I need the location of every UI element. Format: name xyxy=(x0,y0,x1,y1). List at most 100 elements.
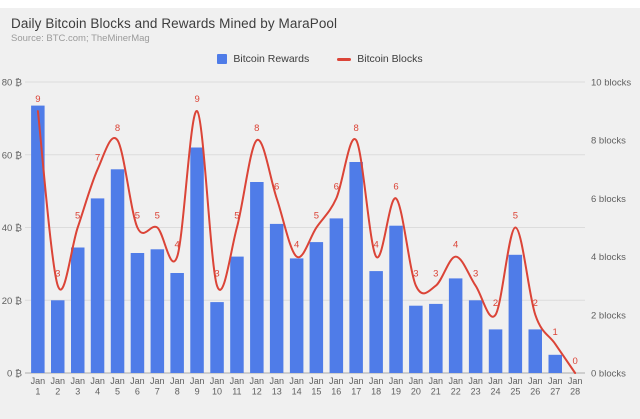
reward-bar[interactable] xyxy=(409,305,423,373)
reward-bar[interactable] xyxy=(130,253,145,373)
block-count-label: 3 xyxy=(473,269,478,280)
block-count-label: 9 xyxy=(194,94,199,105)
block-count-label: 3 xyxy=(55,269,60,280)
reward-bar[interactable] xyxy=(309,242,324,373)
rewards-swatch-icon xyxy=(217,54,228,64)
block-count-label: 4 xyxy=(175,240,180,251)
x-axis-label: Jan 11 xyxy=(230,376,245,397)
block-count-label: 4 xyxy=(453,240,458,251)
reward-bar[interactable] xyxy=(429,303,443,373)
x-axis-label: Jan 28 xyxy=(568,376,583,397)
block-count-label: 3 xyxy=(214,269,219,280)
block-count-label: 2 xyxy=(493,298,498,309)
block-count-label: 5 xyxy=(135,211,140,222)
reward-bar[interactable] xyxy=(329,218,344,373)
x-axis-label: Jan 18 xyxy=(369,376,384,397)
block-count-label: 4 xyxy=(294,240,299,251)
x-axis-label: Jan 1 xyxy=(31,376,46,397)
reward-bar[interactable] xyxy=(210,302,224,373)
x-axis-label: Jan 6 xyxy=(130,376,145,397)
x-axis-label: Jan 17 xyxy=(349,376,364,397)
reward-bar[interactable] xyxy=(110,169,125,373)
reward-bar[interactable] xyxy=(468,300,483,373)
block-count-label: 6 xyxy=(334,181,339,192)
reward-bar[interactable] xyxy=(349,162,363,373)
reward-bar[interactable] xyxy=(71,247,85,374)
x-axis-label: Jan 27 xyxy=(548,376,563,397)
reward-bar[interactable] xyxy=(31,105,45,373)
legend: Bitcoin Rewards Bitcoin Blocks xyxy=(0,53,640,65)
x-axis-label: Jan 9 xyxy=(190,376,205,397)
right-axis-tick: 0 blocks xyxy=(591,369,626,380)
x-axis-label: Jan 25 xyxy=(508,376,523,397)
block-count-label: 0 xyxy=(572,356,577,367)
x-axis-label: Jan 23 xyxy=(468,376,483,397)
reward-bar[interactable] xyxy=(508,254,523,373)
x-axis-label: Jan 20 xyxy=(409,376,424,397)
right-axis-tick: 2 blocks xyxy=(591,310,626,321)
block-count-label: 5 xyxy=(75,211,80,222)
reward-bar[interactable] xyxy=(369,271,383,373)
legend-label-rewards: Bitcoin Rewards xyxy=(233,53,310,65)
reward-bar[interactable] xyxy=(389,225,403,373)
legend-item-bitcoin-blocks[interactable]: Bitcoin Blocks xyxy=(337,53,423,65)
reward-bar[interactable] xyxy=(448,278,463,373)
reward-bar[interactable] xyxy=(51,300,65,373)
x-axis-label: Jan 5 xyxy=(110,376,125,397)
reward-bar[interactable] xyxy=(170,273,184,373)
right-axis-tick: 6 blocks xyxy=(591,194,626,205)
chart-title: Daily Bitcoin Blocks and Rewards Mined b… xyxy=(11,16,338,31)
block-count-label: 8 xyxy=(254,123,259,134)
x-axis-label: Jan 15 xyxy=(309,376,324,397)
reward-bar[interactable] xyxy=(190,147,204,374)
block-count-label: 6 xyxy=(393,181,398,192)
block-count-label: 9 xyxy=(35,94,40,105)
reward-bar[interactable] xyxy=(250,182,264,373)
block-count-label: 1 xyxy=(553,327,558,338)
blocks-swatch-icon xyxy=(337,57,352,61)
blocks-line[interactable] xyxy=(36,110,577,374)
x-axis-label: Jan 10 xyxy=(210,376,225,397)
reward-bar[interactable] xyxy=(269,223,284,373)
block-count-label: 6 xyxy=(274,181,279,192)
reward-bar[interactable] xyxy=(90,198,105,373)
reward-bar[interactable] xyxy=(150,249,165,373)
chart-source: Source: BTC.com; TheMinerMag xyxy=(11,33,150,44)
x-axis-label: Jan 16 xyxy=(329,376,344,397)
block-count-label: 3 xyxy=(413,269,418,280)
left-axis-tick: 80 ₿ xyxy=(2,78,22,89)
block-count-label: 8 xyxy=(115,123,120,134)
reward-bar[interactable] xyxy=(289,258,304,373)
x-axis-label: Jan 8 xyxy=(170,376,185,397)
x-axis-label: Jan 7 xyxy=(150,376,165,397)
right-axis-tick: 4 blocks xyxy=(591,252,626,263)
x-axis-label: Jan 12 xyxy=(250,376,265,397)
x-axis-label: Jan 14 xyxy=(289,376,304,397)
left-axis-tick: 0 ₿ xyxy=(7,369,22,380)
block-count-label: 5 xyxy=(234,211,239,222)
right-axis-tick: 8 blocks xyxy=(591,136,626,147)
legend-item-bitcoin-rewards[interactable]: Bitcoin Rewards xyxy=(217,53,309,65)
block-count-label: 4 xyxy=(373,240,378,251)
reward-bar[interactable] xyxy=(488,329,503,373)
x-axis-label: Jan 21 xyxy=(429,376,444,397)
block-count-label: 5 xyxy=(155,211,160,222)
x-axis-label: Jan 19 xyxy=(389,376,404,397)
x-axis-label: Jan 4 xyxy=(90,376,105,397)
x-axis-label: Jan 26 xyxy=(528,376,543,397)
x-axis-label: Jan 22 xyxy=(448,376,463,397)
block-count-label: 7 xyxy=(95,152,100,163)
reward-bar[interactable] xyxy=(548,354,563,373)
block-count-label: 3 xyxy=(433,269,438,280)
x-axis-label: Jan 3 xyxy=(70,376,85,397)
block-count-label: 5 xyxy=(513,211,518,222)
block-count-label: 8 xyxy=(354,123,359,134)
reward-bar[interactable] xyxy=(528,329,543,373)
left-axis-tick: 40 ₿ xyxy=(2,223,22,234)
legend-label-blocks: Bitcoin Blocks xyxy=(357,53,423,65)
block-count-label: 5 xyxy=(314,211,319,222)
reward-bar[interactable] xyxy=(230,256,244,373)
right-axis-tick: 10 blocks xyxy=(591,78,631,89)
